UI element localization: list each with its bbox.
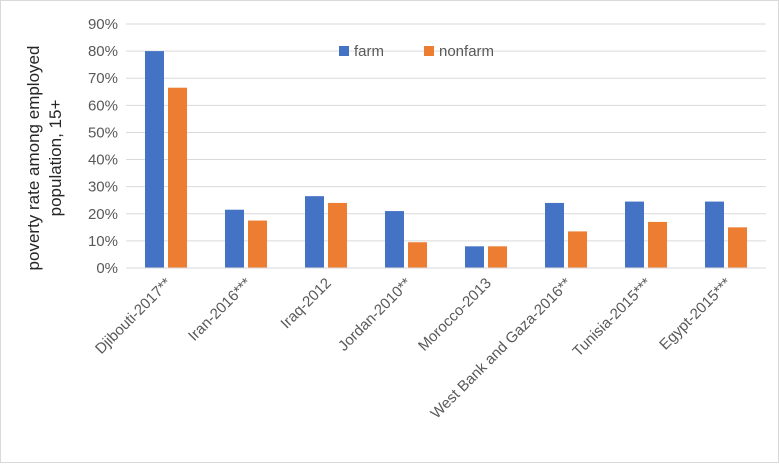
y-axis-title-line: poverty rate among employed xyxy=(24,46,43,271)
y-tick-label: 0% xyxy=(96,260,118,277)
bar-nonfarm xyxy=(168,87,187,268)
y-tick-label: 30% xyxy=(88,179,118,196)
bar-nonfarm xyxy=(648,221,667,268)
x-tick-label: Egypt-2015*** xyxy=(656,275,735,354)
y-tick-label: 10% xyxy=(88,233,118,250)
bar-nonfarm xyxy=(568,231,587,268)
bar-nonfarm xyxy=(408,242,427,268)
bar-farm xyxy=(625,201,644,268)
legend-label-farm: farm xyxy=(354,43,384,60)
bar-farm xyxy=(305,196,324,268)
y-tick-label: 40% xyxy=(88,152,118,169)
bar-nonfarm xyxy=(728,227,747,268)
x-tick-label: Tunisia-2015*** xyxy=(569,275,654,360)
bar-farm xyxy=(705,201,724,268)
y-tick-label: 90% xyxy=(88,16,118,33)
x-tick-label: Iraq-2012 xyxy=(277,275,334,332)
axes: 0% 10% 20% 30% 40% 50% 60% 70% 80% 90% Djibouti-20… xyxy=(88,16,766,422)
x-tick-label: West Bank and Gaza-2016** xyxy=(427,275,575,423)
legend-swatch-nonfarm xyxy=(424,46,434,56)
bar-nonfarm xyxy=(328,202,347,268)
y-tick-label: 50% xyxy=(88,124,118,141)
y-tick-label: 60% xyxy=(88,97,118,114)
x-tick-label: Jordan-2010** xyxy=(335,275,415,355)
bar-farm xyxy=(385,211,404,268)
x-tick-label: Djibouti-2017** xyxy=(92,275,175,358)
x-tick-label: Iran-2016*** xyxy=(185,275,255,345)
y-axis-title: poverty rate among employed population, 1… xyxy=(24,46,65,271)
y-axis-title-line: population, 15+ xyxy=(46,100,65,217)
bars xyxy=(145,51,747,268)
legend-label-nonfarm: nonfarm xyxy=(439,43,494,60)
bar-farm xyxy=(225,209,244,268)
x-tick-label: Morocco-2013 xyxy=(415,275,495,355)
y-tick-label: 70% xyxy=(88,70,118,87)
legend-swatch-farm xyxy=(339,46,349,56)
y-tick-label: 20% xyxy=(88,206,118,223)
bar-nonfarm xyxy=(488,246,507,268)
bar-farm xyxy=(145,51,164,268)
bar-farm xyxy=(465,246,484,268)
bar-farm xyxy=(545,202,564,268)
y-tick-label: 80% xyxy=(88,43,118,60)
bar-nonfarm xyxy=(248,220,267,268)
legend: farm nonfarm xyxy=(339,43,494,60)
